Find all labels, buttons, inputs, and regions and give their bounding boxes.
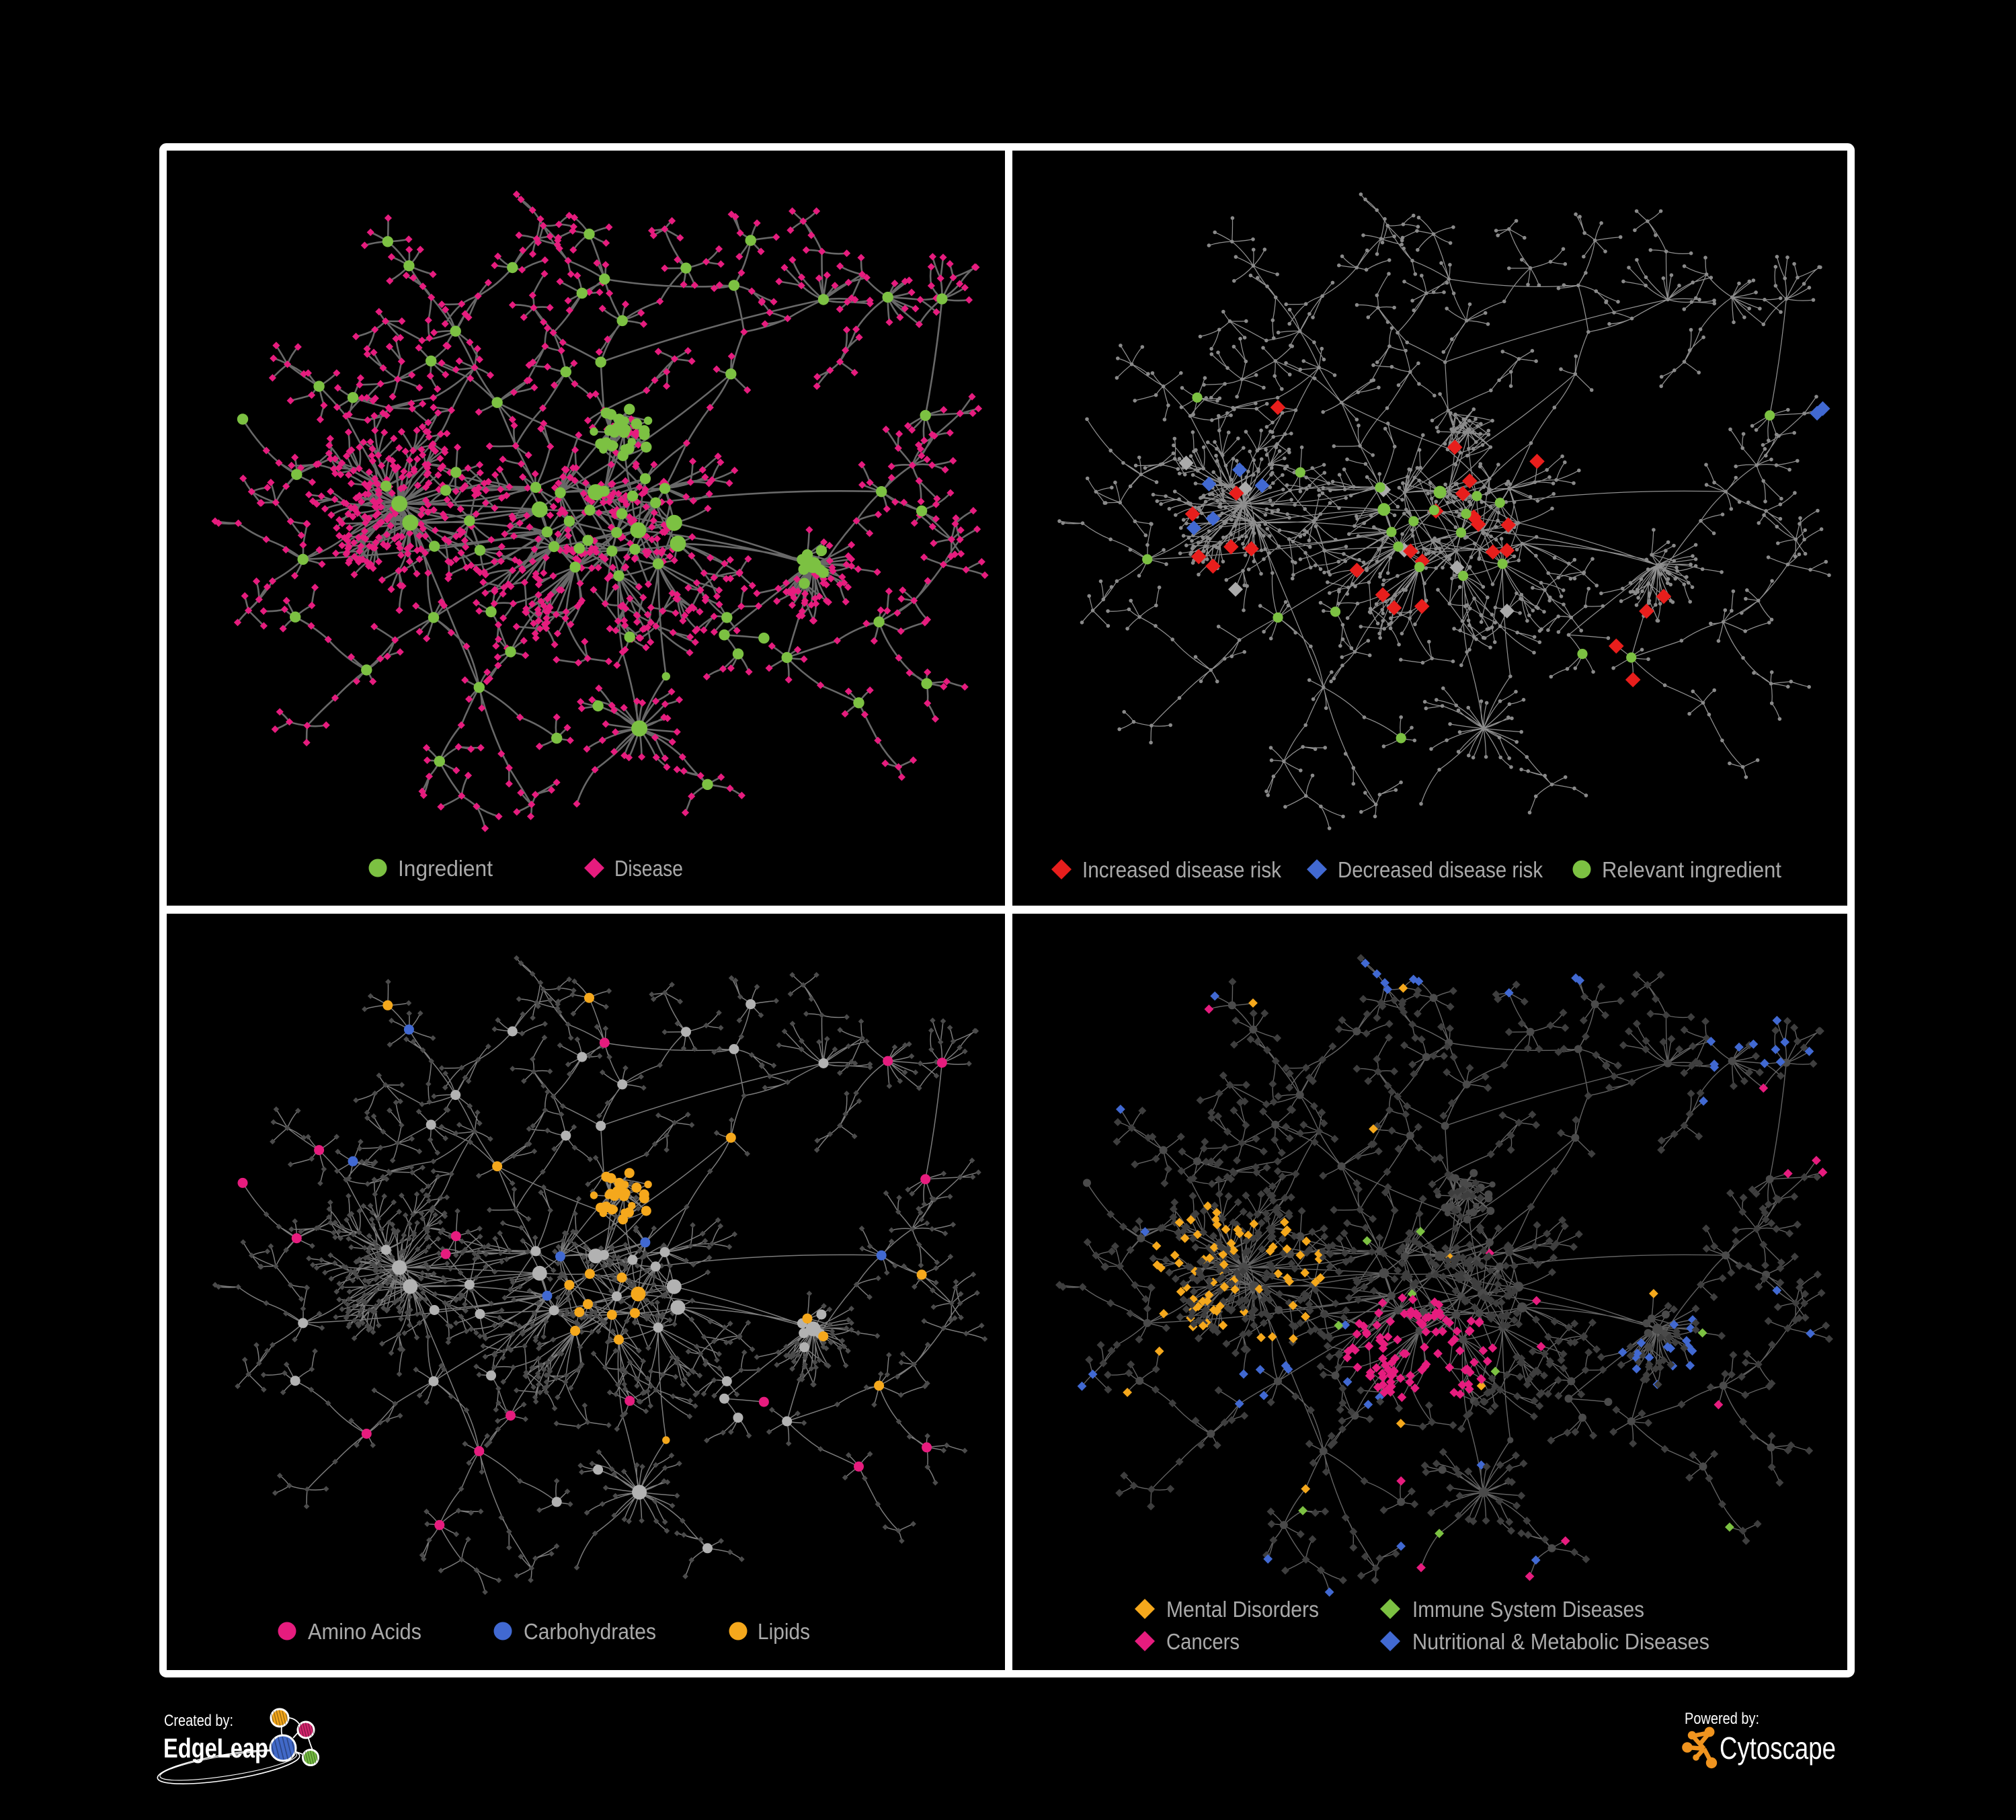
- svg-text:Nutritional & Metabolic Diseas: Nutritional & Metabolic Diseases: [1412, 1629, 1709, 1654]
- svg-text:Relevant ingredient: Relevant ingredient: [1602, 857, 1781, 882]
- svg-text:Decreased disease risk: Decreased disease risk: [1338, 857, 1543, 882]
- svg-text:Increased disease risk: Increased disease risk: [1082, 857, 1281, 882]
- svg-text:Amino Acids: Amino Acids: [308, 1619, 421, 1644]
- svg-text:Cancers: Cancers: [1166, 1629, 1240, 1654]
- svg-text:Powered by:: Powered by:: [1685, 1710, 1759, 1728]
- svg-text:Disease: Disease: [614, 856, 683, 881]
- svg-text:Lipids: Lipids: [758, 1619, 810, 1644]
- svg-text:Mental Disorders: Mental Disorders: [1166, 1597, 1319, 1622]
- svg-text:Ingredient: Ingredient: [398, 856, 493, 881]
- svg-text:Cytoscape: Cytoscape: [1720, 1731, 1836, 1766]
- svg-text:Immune System Diseases: Immune System Diseases: [1412, 1597, 1644, 1622]
- svg-text:Created by:: Created by:: [164, 1712, 233, 1730]
- svg-text:Carbohydrates: Carbohydrates: [524, 1619, 656, 1644]
- svg-text:EdgeLeap: EdgeLeap: [163, 1733, 268, 1764]
